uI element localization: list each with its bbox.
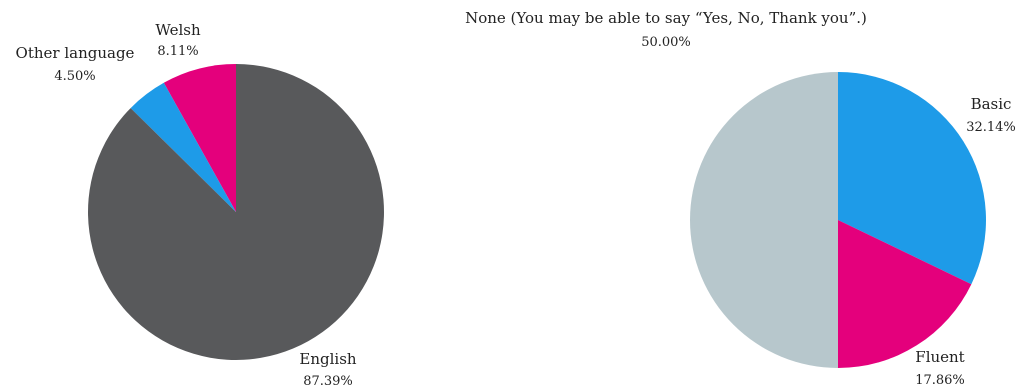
pie-chart-home-language: Welsh 8.11% Other language 4.50% English 87.3…	[16, 21, 384, 389]
slice-label-welsh: Welsh	[155, 21, 201, 39]
slice-percent-fluent: 17.86%	[915, 373, 965, 388]
slice-percent-english: 87.39%	[303, 374, 353, 389]
pie-slice-welsh	[163, 64, 236, 212]
slice-label-basic: Basic	[971, 95, 1012, 113]
slice-percent-none-you-may-be-able-to-say-yes-no-thank: 50.00%	[641, 35, 691, 50]
pie-chart-welsh-ability: Basic 32.14% Fluent 17.86% None (You may be …	[465, 9, 1016, 388]
slice-label-none-you-may-be-able-to-say-yes-no-thank: None (You may be able to say “Yes, No, T…	[465, 9, 867, 27]
pie-slice-none-you-may-be-able-to-say-yes-no-thank	[690, 72, 838, 368]
slice-percent-basic: 32.14%	[966, 120, 1016, 135]
slice-percent-other-language: 4.50%	[54, 69, 95, 84]
slice-percent-welsh: 8.11%	[157, 44, 198, 59]
slice-label-other-language: Other language	[16, 44, 135, 62]
pie-slice-english	[87, 64, 384, 360]
pie-slice-other-language	[130, 82, 236, 212]
pie-slice-fluent	[838, 220, 972, 368]
pie-slice-basic	[838, 72, 986, 285]
slice-label-fluent: Fluent	[915, 348, 964, 366]
slice-label-english: English	[299, 350, 357, 368]
